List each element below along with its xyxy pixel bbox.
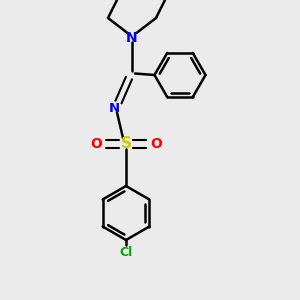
Text: N: N xyxy=(126,31,138,44)
Text: Cl: Cl xyxy=(119,245,133,259)
Text: O: O xyxy=(90,137,102,151)
Text: O: O xyxy=(150,137,162,151)
Text: S: S xyxy=(121,136,131,152)
Text: N: N xyxy=(108,101,120,115)
